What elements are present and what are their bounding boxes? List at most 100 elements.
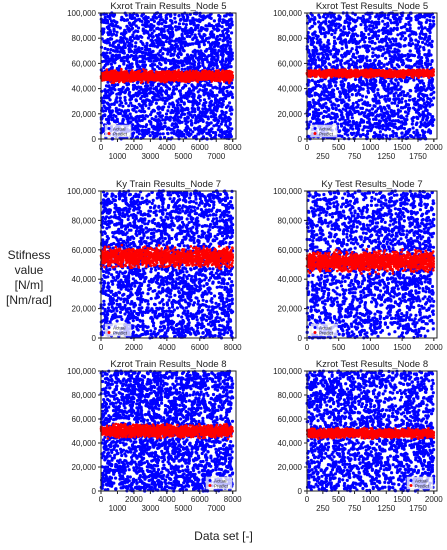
point-predict — [222, 69, 225, 72]
point-predict — [129, 79, 132, 82]
point-predict — [202, 78, 205, 81]
point-actual — [202, 120, 205, 123]
point-actual — [336, 87, 339, 90]
point-actual — [145, 42, 148, 45]
point-actual — [179, 19, 182, 22]
point-actual — [107, 24, 110, 27]
point-actual — [339, 29, 342, 32]
point-actual — [396, 33, 399, 36]
point-actual — [128, 94, 131, 97]
point-actual — [129, 98, 132, 101]
point-actual — [176, 111, 179, 114]
point-actual — [407, 21, 410, 24]
point-actual — [139, 50, 142, 53]
point-actual — [135, 99, 138, 102]
point-actual — [132, 109, 135, 112]
point-actual — [114, 25, 117, 28]
point-actual — [132, 117, 135, 120]
point-actual — [149, 64, 152, 67]
point-actual — [108, 58, 111, 61]
point-actual — [230, 135, 233, 138]
y-tick-label: 60,000 — [72, 59, 97, 68]
point-actual — [115, 54, 118, 57]
point-actual — [111, 24, 114, 27]
point-actual — [149, 28, 152, 31]
point-actual — [146, 115, 149, 118]
point-actual — [229, 123, 232, 126]
point-actual — [215, 62, 218, 65]
point-actual — [214, 86, 217, 89]
point-actual — [174, 44, 177, 47]
point-actual — [156, 22, 159, 25]
point-actual — [151, 117, 154, 120]
point-actual — [174, 47, 177, 50]
point-predict — [148, 77, 151, 80]
point-predict — [174, 70, 177, 73]
point-predict — [122, 75, 125, 78]
point-actual — [169, 54, 172, 57]
point-actual — [371, 51, 374, 54]
point-actual — [144, 125, 147, 128]
point-actual — [133, 21, 136, 24]
point-actual — [126, 117, 129, 120]
point-actual — [322, 53, 325, 56]
point-predict — [132, 75, 135, 78]
point-predict — [144, 79, 147, 82]
point-actual — [184, 122, 187, 125]
point-actual — [217, 104, 220, 107]
point-actual — [171, 122, 174, 125]
point-predict — [152, 78, 155, 81]
point-predict — [135, 74, 138, 77]
point-actual — [342, 26, 345, 29]
point-actual — [114, 50, 117, 53]
point-actual — [218, 125, 221, 128]
point-actual — [215, 94, 218, 97]
point-actual — [361, 128, 364, 131]
point-actual — [229, 26, 232, 29]
point-actual — [149, 134, 152, 137]
point-actual — [392, 43, 395, 46]
point-actual — [182, 22, 185, 25]
point-actual — [132, 57, 135, 60]
point-actual — [134, 41, 137, 44]
point-predict — [231, 71, 234, 74]
point-actual — [334, 120, 337, 123]
x-tick-label: 5000 — [174, 152, 192, 161]
point-actual — [333, 54, 336, 57]
point-predict — [118, 81, 121, 84]
point-actual — [178, 22, 181, 25]
point-actual — [116, 83, 119, 86]
point-actual — [210, 58, 213, 61]
point-actual — [170, 48, 173, 51]
point-actual — [157, 112, 160, 115]
point-actual — [136, 64, 139, 67]
point-actual — [210, 43, 213, 46]
point-actual — [134, 54, 137, 57]
point-actual — [149, 87, 152, 90]
point-actual — [128, 55, 131, 58]
point-actual — [176, 65, 179, 68]
point-actual — [218, 134, 221, 137]
point-predict — [156, 72, 159, 75]
point-actual — [377, 34, 380, 37]
point-actual — [204, 90, 207, 93]
point-actual — [212, 103, 215, 106]
point-actual — [363, 111, 366, 114]
point-actual — [133, 16, 136, 19]
point-actual — [320, 112, 323, 115]
point-actual — [122, 62, 125, 65]
point-actual — [197, 57, 200, 60]
point-actual — [188, 87, 191, 90]
point-predict — [215, 72, 218, 75]
point-actual — [125, 25, 128, 28]
point-actual — [106, 21, 109, 24]
y-tick-label: 20,000 — [72, 110, 97, 119]
point-actual — [135, 86, 138, 89]
point-actual — [173, 17, 176, 20]
point-actual — [121, 120, 124, 123]
point-actual — [399, 37, 402, 40]
point-predict — [162, 77, 165, 80]
point-actual — [109, 112, 112, 115]
point-actual — [164, 58, 167, 61]
point-actual — [126, 114, 129, 117]
